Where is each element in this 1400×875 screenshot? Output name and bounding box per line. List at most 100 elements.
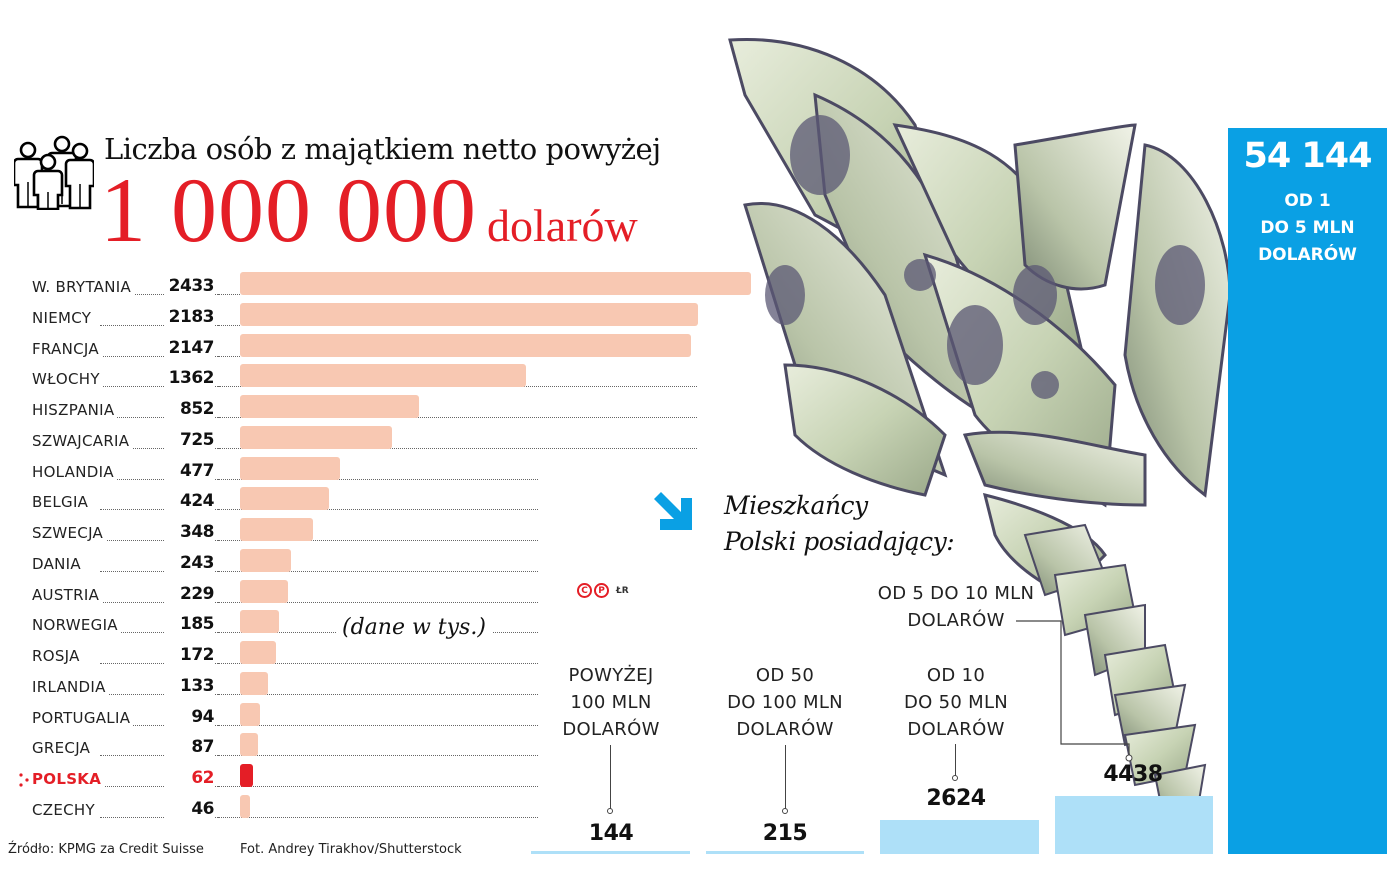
country-row: WŁOCHY 1362 [0,364,760,394]
leader-dots [218,755,538,757]
bar-1-5m: 54 144 OD 1 DO 5 MLN DOLARÓW [1228,128,1387,854]
country-name: POLSKA [32,770,105,788]
category-label-50-100m: OD 50 DO 100 MLN DOLARÓW [705,662,865,743]
leader-dots [218,478,538,480]
leader-dots [100,755,220,757]
country-value: 243 [164,552,215,573]
falling-dollar-bills-image [728,37,1232,826]
country-name: W. BRYTANIA [32,278,135,296]
category-label-1-5m: OD 1 DO 5 MLN DOLARÓW [1228,188,1387,269]
phonogram-icon: P [594,583,609,598]
country-bar [240,702,260,726]
country-bar [240,548,292,572]
country-row: BELGIA 424 [0,487,760,517]
label-line: 100 MLN [570,692,652,713]
country-bar [240,364,527,388]
arrow-down-right-icon [654,492,692,530]
leader-dots [218,601,538,603]
country-value: 477 [164,460,215,481]
leader-dots [218,324,240,326]
leader-dots [100,447,220,449]
country-value: 87 [164,737,215,758]
amount-unit: dolarów [487,200,638,251]
connector-dot [782,808,788,814]
country-value: 185 [164,614,215,635]
poland-heading-line1: Mieszkańcy [724,491,868,520]
leader-dots [100,693,220,695]
country-row: HISZPANIA 852 [0,395,760,425]
leader-dots [218,509,538,511]
people-group-icon [14,135,94,210]
chart-title: Liczba osób z majątkiem netto powyżej [104,132,661,166]
leader-dots [100,786,220,787]
label-line: OD 10 [926,665,986,686]
country-bar [240,302,699,326]
country-value: 424 [164,491,215,512]
leader-dots [100,570,220,572]
leader-dots [100,478,220,480]
country-row: NIEMCY 2183 [0,302,760,333]
source-note: Źródło: KPMG za Credit Suisse [8,842,204,857]
photo-credit: Fot. Andrey Tirakhov/Shutterstock [240,842,462,857]
category-value-over-100m: 144 [588,821,634,846]
country-bar [240,671,268,695]
copyright-mark: C P ŁR [577,583,629,598]
country-name: NIEMCY [32,308,95,327]
country-row: SZWAJCARIA 725 [0,425,760,456]
leader-dots [218,724,538,726]
country-bar [240,487,330,511]
leader-dots [100,355,220,357]
country-bar [240,333,691,357]
leader-dots [218,447,697,449]
leader-dots [100,601,220,603]
country-value: 62 [164,768,215,788]
country-value: 348 [164,522,215,542]
country-value: 94 [164,706,215,727]
country-value: 2183 [164,306,215,327]
chart-title-amount: 1 000 000 dolarów [100,164,638,256]
label-line: DOLARÓW [907,719,1005,740]
leader-dots [100,540,220,541]
country-row: SZWECJA 348 [0,518,760,548]
leader-dots [218,540,538,541]
category-label-5-10m: OD 5 DO 10 MLN DOLARÓW [866,580,1046,634]
connector-line [785,745,786,809]
category-value-1-5m: 54 144 [1243,136,1373,176]
country-row: POLSKA 62 [0,764,760,794]
country-row: IRLANDIA 133 [0,671,760,702]
connector-dot [952,775,958,781]
country-bar [240,272,751,295]
country-row: AUSTRIA 229 [0,579,760,610]
country-name: BELGIA [32,493,92,512]
country-row: PORTUGALIA 94 [0,702,760,733]
country-value: 725 [164,429,215,450]
category-label-10-50m: OD 10 DO 50 MLN DOLARÓW [876,662,1036,743]
country-name: NORWEGIA [32,616,121,635]
country-row: ROSJA 172 [0,641,760,671]
label-line: OD 50 [755,665,815,686]
leader-dots [218,693,538,695]
poland-heading: Mieszkańcy Polski posiadający: [724,488,955,560]
label-line: OD 5 DO 10 MLN [877,583,1035,604]
leader-dots [100,386,220,388]
leader-dots [100,724,220,726]
label-line: POWYŻEJ [568,665,654,686]
amount: 1 000 000 [100,159,477,261]
leader-dots [218,786,538,787]
country-row: FRANCJA 2147 [0,333,760,364]
bar-over-100m [531,851,690,854]
label-line: DO 5 MLN [1260,218,1355,238]
leader-dots [218,663,538,664]
country-bar [240,733,259,757]
copyright-icon: C [577,583,592,598]
country-value: 2433 [164,276,215,296]
leader-dots [100,324,220,326]
country-bar [240,579,289,603]
country-name: SZWAJCARIA [32,431,133,450]
country-value: 852 [164,399,215,419]
category-value-50-100m: 215 [762,821,808,846]
leader-dots [100,632,220,634]
poland-heading-line2: Polski posiadający: [724,527,955,556]
country-bar [240,395,419,418]
country-name: IRLANDIA [32,677,109,696]
